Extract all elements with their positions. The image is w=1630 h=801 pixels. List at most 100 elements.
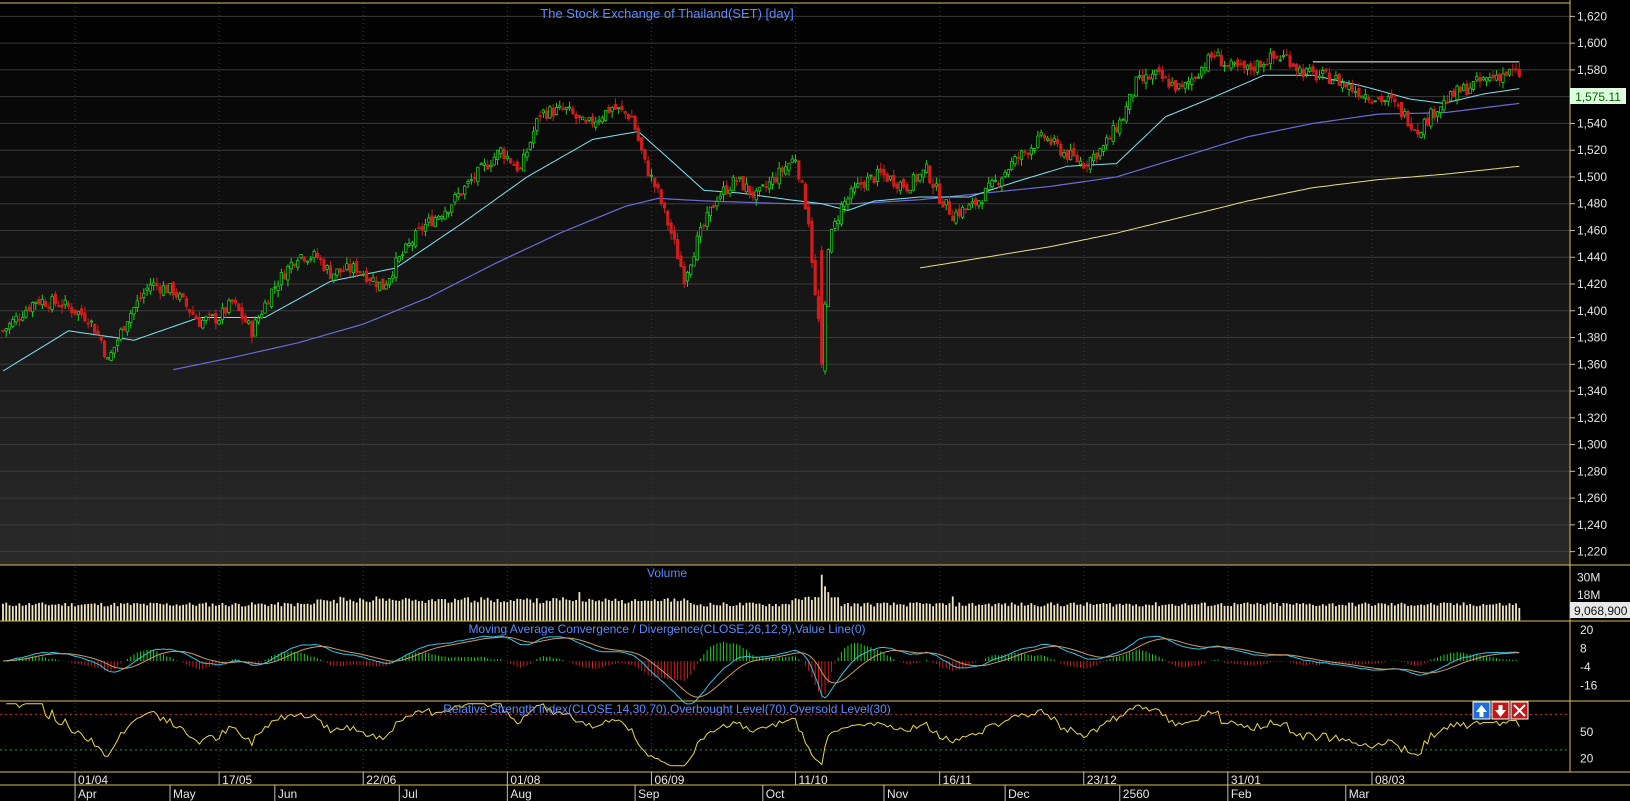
volume-bar bbox=[1410, 605, 1413, 621]
volume-bar bbox=[647, 600, 650, 621]
candle-down bbox=[669, 219, 673, 240]
candle-body bbox=[217, 320, 221, 325]
volume-bar bbox=[1010, 602, 1013, 621]
close-panel-button[interactable] bbox=[1510, 701, 1529, 720]
candle-down bbox=[214, 309, 218, 330]
candle-up bbox=[823, 300, 827, 375]
move-panel-down-button[interactable] bbox=[1491, 701, 1510, 720]
candle-down bbox=[964, 208, 968, 214]
price-tick-label: 1,500 bbox=[1577, 170, 1607, 184]
candle-body bbox=[1412, 129, 1417, 132]
candle-up bbox=[50, 293, 54, 313]
volume-bar bbox=[1384, 603, 1386, 621]
volume-bar bbox=[1449, 602, 1452, 621]
volume-bar bbox=[978, 604, 980, 621]
volume-bar bbox=[1282, 602, 1285, 621]
candle-up bbox=[1013, 154, 1017, 167]
candle-body bbox=[541, 109, 545, 114]
volume-bar bbox=[175, 604, 178, 621]
move-panel-up-button[interactable] bbox=[1472, 701, 1491, 720]
candle-body bbox=[1435, 111, 1440, 117]
candle-body bbox=[96, 330, 100, 335]
volume-bar bbox=[571, 601, 574, 621]
candle-body bbox=[155, 282, 159, 287]
volume-bar bbox=[126, 602, 129, 621]
candle-body bbox=[453, 194, 457, 203]
candle-body bbox=[502, 148, 506, 160]
candle-body bbox=[21, 317, 25, 321]
volume-bar bbox=[696, 605, 699, 621]
candle-body bbox=[748, 185, 752, 195]
candle-up bbox=[7, 321, 12, 335]
candle-body bbox=[283, 273, 287, 280]
candle-body bbox=[253, 319, 257, 337]
rsi-panel[interactable]: Relative Strength Index(CLOSE,14,30,70),… bbox=[0, 701, 1570, 767]
candle-body bbox=[76, 310, 80, 315]
candle-body bbox=[1285, 54, 1289, 56]
candle-body bbox=[89, 320, 94, 323]
candle-body bbox=[210, 314, 215, 317]
candle-body bbox=[1118, 119, 1122, 134]
rsi-tick-label: 50 bbox=[1580, 725, 1594, 739]
candle-up bbox=[253, 316, 257, 337]
volume-panel[interactable]: Volume bbox=[2, 566, 1521, 621]
volume-bar bbox=[61, 605, 63, 621]
candle-up bbox=[1471, 80, 1476, 92]
volume-bar bbox=[522, 599, 525, 621]
volume-bar bbox=[1181, 604, 1183, 621]
candle-body bbox=[718, 195, 722, 200]
candle-down bbox=[158, 283, 162, 300]
volume-bar bbox=[251, 602, 253, 621]
candle-up bbox=[410, 240, 414, 252]
candle-down bbox=[322, 256, 326, 273]
volume-bar bbox=[686, 600, 689, 621]
candle-down bbox=[885, 172, 889, 183]
candle-up bbox=[846, 195, 850, 210]
candle-body bbox=[980, 202, 984, 205]
volume-bar bbox=[545, 600, 548, 621]
candle-body bbox=[1147, 76, 1151, 80]
candle-up bbox=[1340, 78, 1345, 93]
candle-down bbox=[1085, 160, 1089, 173]
candle-up bbox=[888, 175, 893, 182]
volume-bar bbox=[38, 602, 40, 621]
macd-panel[interactable]: Moving Average Convergence / Divergence(… bbox=[2, 622, 1520, 705]
candle-down bbox=[86, 318, 90, 329]
candle-up bbox=[849, 185, 853, 204]
candle-up bbox=[1186, 76, 1191, 90]
month-tick-label: Sep bbox=[638, 787, 660, 801]
candle-body bbox=[1465, 83, 1469, 95]
candle-body bbox=[466, 181, 470, 185]
candle-down bbox=[1498, 72, 1502, 87]
volume-bar bbox=[817, 597, 820, 621]
candle-body bbox=[1137, 75, 1142, 78]
candle-body bbox=[843, 201, 847, 207]
candle-up bbox=[217, 318, 221, 326]
candle-down bbox=[512, 160, 516, 166]
candle-up bbox=[63, 295, 67, 310]
candle-up bbox=[1455, 84, 1459, 105]
candle-body bbox=[191, 311, 195, 315]
candle-down bbox=[997, 180, 1001, 188]
candle-body bbox=[27, 306, 31, 312]
volume-bar bbox=[1374, 605, 1377, 621]
candle-up bbox=[1098, 147, 1102, 161]
volume-bar bbox=[1204, 602, 1206, 621]
volume-bar bbox=[1420, 604, 1422, 621]
volume-bar bbox=[1459, 605, 1462, 621]
arrow-down-icon bbox=[1495, 705, 1506, 717]
volume-bar bbox=[1466, 605, 1468, 621]
candle-body bbox=[57, 305, 61, 308]
volume-bar bbox=[270, 604, 273, 621]
candle-down bbox=[1396, 102, 1400, 109]
candle-up bbox=[1435, 110, 1440, 123]
candle-body bbox=[440, 216, 444, 219]
candle-up bbox=[558, 100, 562, 111]
candle-up bbox=[129, 309, 133, 329]
volume-bar bbox=[1030, 603, 1033, 621]
price-panel[interactable]: The Stock Exchange of Thailand(SET) [day… bbox=[1, 6, 1521, 375]
volume-bar bbox=[1148, 604, 1151, 621]
candle-body bbox=[590, 116, 595, 125]
price-tick-label: 1,440 bbox=[1577, 250, 1607, 264]
